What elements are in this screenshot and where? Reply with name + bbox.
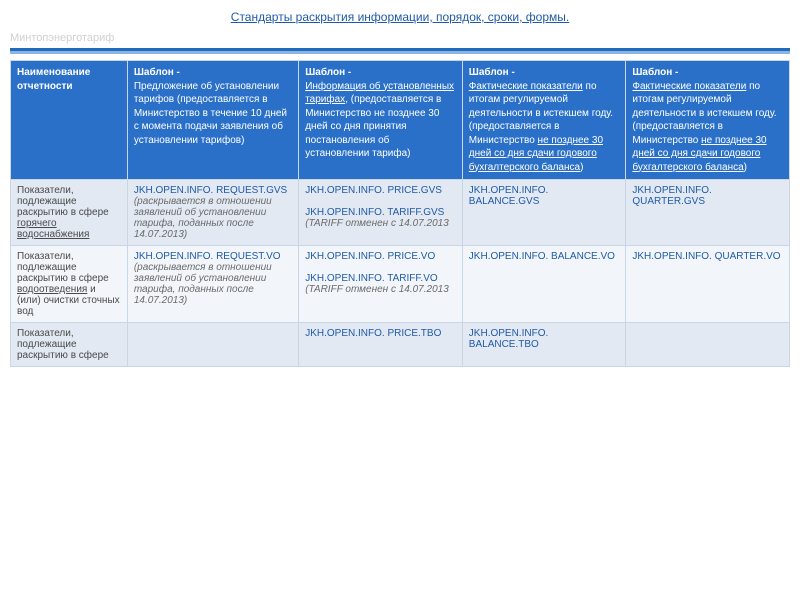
code-link[interactable]: JKH.OPEN.INFO. BALANCE.TBO	[469, 328, 548, 350]
code-link[interactable]: JKH.OPEN.INFO. BALANCE.GVS	[469, 185, 548, 207]
cell-info: JKH.OPEN.INFO. PRICE.GVS JKH.OPEN.INFO. T…	[299, 180, 463, 246]
row-label: Показатели, подлежащие раскрытию в сфере…	[11, 246, 128, 323]
hdr2-lead: Шаблон -	[305, 67, 351, 78]
hdr4-end: )	[744, 162, 747, 173]
page-title: Стандарты раскрытия информации, порядок,…	[0, 0, 800, 30]
cell-note: (TARIFF отменен с 14.07.2013	[305, 218, 449, 229]
cell-note: (TARIFF отменен с 14.07.2013	[305, 284, 449, 295]
cell-info: JKH.OPEN.INFO. PRICE.VO JKH.OPEN.INFO. TA…	[299, 246, 463, 323]
code-link[interactable]: JKH.OPEN.INFO. PRICE.VO	[305, 251, 435, 262]
hdr4-link: Фактические показатели	[632, 81, 746, 92]
code-link[interactable]: JKH.OPEN.INFO. PRICE.GVS	[305, 185, 442, 196]
row-label-underline: водоотведения	[17, 284, 87, 295]
row-label-underline: горячего водоснабжения	[17, 218, 89, 240]
cell-balance: JKH.OPEN.INFO. BALANCE.GVS	[462, 180, 626, 246]
cell-note: (раскрывается в отношении заявлений об у…	[134, 262, 272, 306]
watermark: Минтопэнерготариф	[0, 30, 800, 44]
cell-balance: JKH.OPEN.INFO. BALANCE.VO	[462, 246, 626, 323]
hdr3-link: Фактические показатели	[469, 81, 583, 92]
code-link[interactable]: JKH.OPEN.INFO. QUARTER.GVS	[632, 185, 711, 207]
row-label: Показатели, подлежащие раскрытию в сфере…	[11, 180, 128, 246]
code-link[interactable]: JKH.OPEN.INFO. PRICE.TBO	[305, 328, 441, 339]
hdr-template-info: Шаблон - Информация об установленных тар…	[299, 61, 463, 180]
code-link[interactable]: JKH.OPEN.INFO. REQUEST.VO	[134, 251, 281, 262]
code-link[interactable]: JKH.OPEN.INFO. TARIFF.VO	[305, 273, 437, 284]
hdr1-lead: Шаблон -	[134, 67, 180, 78]
divider	[10, 48, 790, 54]
code-link[interactable]: JKH.OPEN.INFO. TARIFF.GVS	[305, 207, 444, 218]
cell-request	[127, 323, 298, 367]
hdr3-lead: Шаблон -	[469, 67, 515, 78]
hdr3-end: )	[580, 162, 583, 173]
cell-quarter: JKH.OPEN.INFO. QUARTER.VO	[626, 246, 790, 323]
table-row: Показатели, подлежащие раскрытию в сфере…	[11, 246, 790, 323]
code-link[interactable]: JKH.OPEN.INFO. REQUEST.GVS	[134, 185, 287, 196]
cell-request: JKH.OPEN.INFO. REQUEST.VO (раскрывается …	[127, 246, 298, 323]
code-link[interactable]: JKH.OPEN.INFO. BALANCE.VO	[469, 251, 615, 262]
cell-note: (раскрывается в отношении заявлений об у…	[134, 196, 272, 240]
hdr-name: Наименование отчетности	[11, 61, 128, 180]
cell-balance: JKH.OPEN.INFO. BALANCE.TBO	[462, 323, 626, 367]
table-row: Показатели, подлежащие раскрытию в сфере…	[11, 180, 790, 246]
cell-request: JKH.OPEN.INFO. REQUEST.GVS (раскрывается…	[127, 180, 298, 246]
row-label: Показатели, подлежащие раскрытию в сфере	[11, 323, 128, 367]
hdr-name-text: Наименование отчетности	[17, 67, 90, 92]
disclosure-table: Наименование отчетности Шаблон - Предлож…	[10, 60, 790, 367]
table-row: Показатели, подлежащие раскрытию в сфере…	[11, 323, 790, 367]
code-link[interactable]: JKH.OPEN.INFO. QUARTER.VO	[632, 251, 780, 262]
hdr-template-actual2: Шаблон - Фактические показатели по итога…	[626, 61, 790, 180]
cell-quarter: JKH.OPEN.INFO. QUARTER.GVS	[626, 180, 790, 246]
hdr-template-actual1: Шаблон - Фактические показатели по итога…	[462, 61, 626, 180]
hdr4-lead: Шаблон -	[632, 67, 678, 78]
hdr-template-request: Шаблон - Предложение об установлении тар…	[127, 61, 298, 180]
hdr1-rest: Предложение об установлении тарифов (пре…	[134, 81, 287, 146]
table-header-row: Наименование отчетности Шаблон - Предлож…	[11, 61, 790, 180]
cell-quarter	[626, 323, 790, 367]
cell-info: JKH.OPEN.INFO. PRICE.TBO	[299, 323, 463, 367]
table-body: Показатели, подлежащие раскрытию в сфере…	[11, 180, 790, 367]
